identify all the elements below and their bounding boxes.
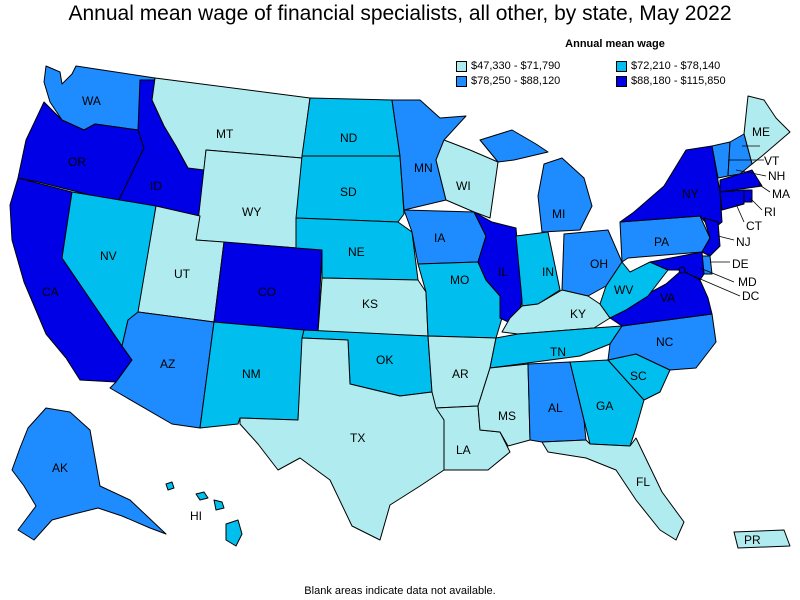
label-ma: MA [772,187,790,201]
label-nh: NH [768,169,785,183]
label-il: IL [498,265,508,279]
state-wi[interactable] [435,139,499,219]
map-title: Annual mean wage of financial specialist… [68,2,732,25]
state-nc[interactable] [607,313,717,371]
label-tn: TN [550,345,566,359]
label-oh: OH [590,257,608,271]
label-or: OR [68,155,86,169]
label-ut: UT [174,267,191,281]
label-wi: WI [456,179,471,193]
label-mt: MT [216,127,234,141]
label-ks: KS [362,297,378,311]
label-ia: IA [434,231,445,245]
legend-item-bin-4: $88,180 - $115,850 [616,75,776,87]
state-ct[interactable] [719,189,745,211]
legend-label-bin-3: $78,250 - $88,120 [471,75,561,87]
legend-swatch-bin-3 [456,75,467,87]
state-pr[interactable] [733,529,791,549]
state-il[interactable] [473,211,523,327]
label-ky: KY [570,307,586,321]
label-wa: WA [82,94,101,108]
label-ok: OK [376,353,393,367]
label-nm: NM [242,367,261,381]
state-hi[interactable] [165,481,243,547]
label-ct: CT [746,219,763,233]
state-dc[interactable] [678,266,686,274]
label-in: IN [542,265,554,279]
state-nh[interactable] [727,133,753,177]
legend-label-bin-4: $88,180 - $115,850 [631,75,726,87]
label-ga: GA [596,399,613,413]
legend-item-bin-1: $47,330 - $71,790 [456,60,616,72]
label-nc: NC [656,335,674,349]
legend-title: Annual mean wage [565,38,665,50]
footnote: Blank areas indicate data not available. [304,585,496,597]
label-mn: MN [414,161,433,175]
label-al: AL [548,401,563,415]
state-wy[interactable] [195,149,303,249]
label-de: DE [732,257,749,271]
label-mi: MI [552,207,565,221]
label-ar: AR [452,367,469,381]
label-nd: ND [340,131,358,145]
label-ms: MS [498,409,516,423]
label-me: ME [752,125,770,139]
label-fl: FL [636,475,650,489]
label-va: VA [660,291,675,305]
label-wv: WV [614,283,633,297]
label-ak: AK [52,461,68,475]
label-sc: SC [630,369,647,383]
state-tx[interactable] [239,337,445,541]
state-nd[interactable] [301,97,401,157]
label-nj: NJ [736,235,751,249]
label-dc: DC [742,289,760,303]
legend-label-bin-2: $72,210 - $78,140 [631,60,721,72]
label-la: LA [456,443,471,457]
small-state-leader-lines [683,145,771,297]
label-ny: NY [682,187,699,201]
label-hi: HI [190,509,202,523]
state-ny[interactable] [619,145,723,231]
state-mi[interactable] [479,129,593,233]
label-ne: NE [348,245,365,259]
legend-item-bin-2: $72,210 - $78,140 [616,60,776,72]
state-ri[interactable] [743,189,753,203]
legend: Annual mean wage $47,330 - $71,790 $72,2… [440,38,770,87]
state-md[interactable] [649,251,705,281]
legend-swatch-bin-1 [456,60,467,72]
state-ak[interactable] [11,407,167,541]
label-vt: VT [764,154,780,168]
legend-swatch-bin-4 [616,75,627,87]
label-tx: TX [350,431,365,445]
label-pr: PR [744,533,761,547]
label-ca: CA [42,285,59,299]
label-co: CO [258,285,276,299]
label-az: AZ [160,357,175,371]
label-wy: WY [242,205,261,219]
label-pa: PA [654,235,669,249]
label-sd: SD [340,185,357,199]
state-sd[interactable] [295,155,405,223]
legend-swatch-bin-2 [616,60,627,72]
state-wv[interactable] [599,261,669,319]
label-nv: NV [100,249,117,263]
label-id: ID [150,179,162,193]
label-md: MD [738,275,757,289]
legend-label-bin-1: $47,330 - $71,790 [471,60,561,72]
state-fl[interactable] [541,437,685,541]
label-ri: RI [764,205,776,219]
label-mo: MO [450,273,469,287]
legend-item-bin-3: $78,250 - $88,120 [456,75,616,87]
